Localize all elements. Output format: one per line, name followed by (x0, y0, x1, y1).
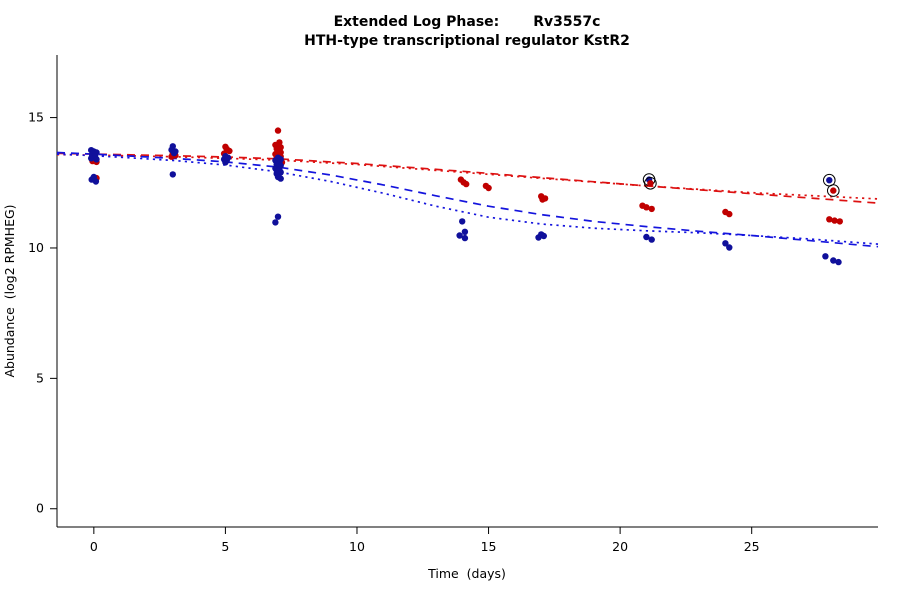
y-tick-label: 5 (36, 370, 44, 385)
y-tick-label: 15 (28, 110, 44, 125)
data-point-red-condition (539, 196, 546, 203)
data-point-blue-condition (169, 171, 176, 178)
data-point-red-condition (274, 127, 282, 134)
y-tick-label: 0 (36, 501, 44, 516)
x-tick-label: 20 (612, 539, 628, 554)
x-tick-label: 5 (221, 539, 229, 554)
chart-title: Extended Log Phase: Rv3557c (334, 14, 601, 30)
data-points (88, 127, 843, 266)
y-tick-label: 10 (28, 240, 44, 255)
data-point-red-condition (826, 216, 833, 223)
chart-subtitle: HTH-type transcriptional regulator KstR2 (304, 33, 630, 49)
data-point-red-condition (831, 217, 838, 224)
data-point-blue-condition (277, 175, 284, 182)
data-point-red-condition (648, 205, 655, 213)
data-point-red-condition (463, 180, 470, 188)
outlined-point-ring (644, 177, 657, 190)
data-point-blue-condition (170, 149, 178, 157)
data-point-blue-condition (648, 236, 655, 243)
data-point-blue-condition (222, 159, 229, 166)
x-axis-label: Time (days) (427, 566, 506, 581)
data-point-blue-condition (272, 219, 279, 226)
data-point-blue-condition (456, 232, 463, 239)
x-tick-label: 15 (481, 539, 497, 554)
data-point-blue-condition (822, 253, 829, 260)
data-point-red-condition (726, 210, 733, 218)
axes: 0 5 10 15 20 25 0 5 10 15 (28, 55, 878, 554)
data-point-blue-condition (535, 234, 542, 241)
data-point-blue-condition (830, 257, 837, 264)
data-point-blue-condition (461, 228, 469, 235)
chart-title-gene: Rv3557c (533, 14, 600, 30)
data-point-blue-condition (459, 218, 466, 225)
outlined-point-dot (647, 180, 654, 187)
outlined-point-ring (827, 184, 840, 197)
data-point-blue-condition (93, 156, 100, 163)
trend-blue-dotted (56, 153, 879, 245)
data-point-blue-condition (92, 178, 100, 185)
trend-blue-dashed (56, 151, 879, 248)
data-point-blue-condition (88, 155, 95, 162)
y-axis-label: Abundance (log2 RPMHEG) (2, 204, 17, 377)
x-tick-label: 0 (90, 539, 98, 554)
chart-title-left: Extended Log Phase: (334, 14, 500, 30)
trend-lines (56, 151, 879, 248)
data-point-blue-condition (274, 213, 282, 220)
x-tick-label: 10 (349, 539, 365, 554)
data-point-red-condition (485, 184, 492, 192)
outlined-point-dot (826, 177, 833, 184)
outlined-point-dot (830, 187, 837, 194)
data-point-blue-condition (726, 244, 733, 251)
data-point-blue-condition (835, 258, 842, 266)
data-point-blue-condition (722, 240, 729, 247)
x-tick-label: 25 (744, 539, 760, 554)
data-point-blue-condition (643, 233, 650, 241)
outlined-points (642, 173, 840, 197)
data-point-red-condition (836, 218, 843, 225)
trend-red-dashed (56, 152, 879, 204)
data-point-blue-condition (461, 234, 469, 242)
data-point-blue-condition (540, 232, 547, 240)
data-point-red-condition (643, 204, 650, 211)
data-point-red-condition (226, 147, 233, 155)
